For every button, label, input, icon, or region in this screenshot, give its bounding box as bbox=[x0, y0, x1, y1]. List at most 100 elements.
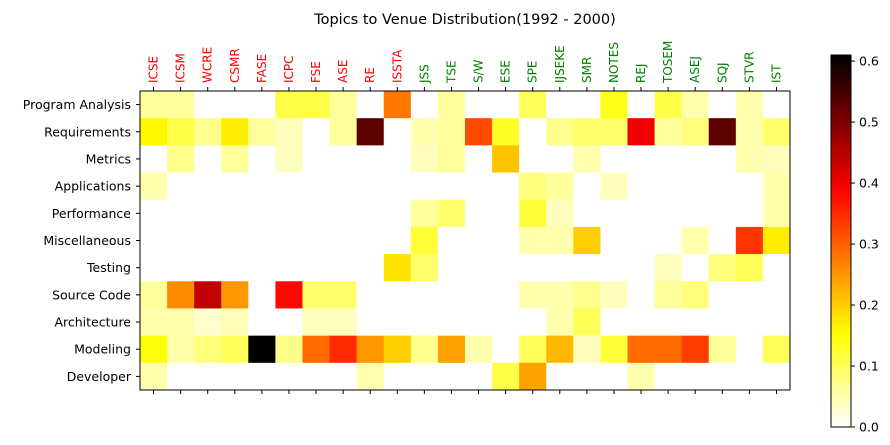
heatmap-cell bbox=[573, 91, 601, 119]
heatmap-cell bbox=[248, 281, 276, 309]
heatmap-cell bbox=[465, 335, 493, 364]
heatmap-cell bbox=[194, 335, 222, 364]
heatmap-cell bbox=[221, 308, 249, 336]
row-label: Miscellaneous bbox=[43, 233, 131, 248]
heatmap-cell bbox=[681, 254, 710, 282]
heatmap-cell bbox=[762, 281, 791, 309]
heatmap-cell bbox=[410, 254, 439, 282]
heatmap-cell bbox=[600, 281, 628, 309]
heatmap-cell bbox=[735, 199, 764, 228]
row-label: Performance bbox=[52, 206, 132, 221]
heatmap-cell bbox=[356, 118, 385, 146]
heatmap-cell bbox=[194, 254, 222, 282]
column-label: ISSTA bbox=[390, 49, 404, 83]
heatmap-cell bbox=[708, 91, 737, 119]
heatmap-cell bbox=[654, 226, 682, 255]
heatmap-cell bbox=[492, 118, 520, 146]
heatmap-cell bbox=[140, 254, 168, 282]
heatmap-cell bbox=[410, 145, 439, 173]
heatmap-cell bbox=[681, 118, 710, 146]
heatmap-cell bbox=[329, 145, 357, 173]
heatmap-cell bbox=[573, 254, 601, 282]
heatmap-cell bbox=[465, 199, 493, 228]
heatmap-cell bbox=[194, 172, 222, 201]
heatmap-cell bbox=[275, 281, 303, 309]
heatmap-cell bbox=[546, 281, 574, 309]
chart-title: Topics to Venue Distribution(1992 - 2000… bbox=[313, 12, 616, 28]
heatmap-cell bbox=[437, 335, 466, 364]
heatmap-cell bbox=[708, 226, 737, 255]
row-labels: Program Analysis Requirements Metrics Appli… bbox=[23, 97, 132, 384]
column-label: CSMR bbox=[228, 48, 242, 83]
heatmap-cell bbox=[329, 281, 357, 309]
heatmap-cell bbox=[248, 308, 276, 336]
heatmap-cell bbox=[437, 226, 466, 255]
heatmap-cell bbox=[573, 308, 601, 336]
heatmap-cell bbox=[383, 226, 412, 255]
heatmap-cell bbox=[221, 145, 249, 173]
heatmap-cell bbox=[735, 281, 764, 309]
heatmap-cell bbox=[681, 91, 710, 119]
heatmap-cell bbox=[167, 172, 195, 201]
heatmap-cell bbox=[573, 226, 601, 255]
heatmap-cell bbox=[410, 281, 439, 309]
heatmap-cell bbox=[437, 172, 466, 201]
heatmap-cell bbox=[248, 145, 276, 173]
heatmap-cell bbox=[194, 362, 222, 391]
heatmap-cell bbox=[275, 199, 303, 228]
heatmap-cell bbox=[437, 199, 466, 228]
heatmap-cell bbox=[708, 172, 737, 201]
column-label: SQJ bbox=[715, 62, 729, 83]
heatmap-cell bbox=[546, 362, 574, 391]
row-label: Program Analysis bbox=[23, 97, 131, 112]
heatmap-cell bbox=[573, 118, 601, 146]
heatmap-cell bbox=[140, 199, 168, 228]
heatmap-cell bbox=[492, 308, 520, 336]
heatmap-cell bbox=[437, 254, 466, 282]
heatmap-cell bbox=[735, 254, 764, 282]
heatmap-cell bbox=[140, 362, 168, 391]
heatmap-cell bbox=[140, 145, 168, 173]
column-label: ICPC bbox=[282, 55, 296, 83]
heatmap-cell bbox=[356, 308, 385, 336]
heatmap-cell bbox=[167, 199, 195, 228]
heatmap-cell bbox=[437, 118, 466, 146]
heatmap-cell bbox=[329, 335, 357, 364]
heatmap-cell bbox=[654, 335, 682, 364]
heatmap-cell bbox=[167, 254, 195, 282]
heatmap-cell bbox=[573, 362, 601, 391]
heatmap-cell bbox=[167, 281, 195, 309]
heatmap-cell bbox=[302, 362, 330, 391]
heatmap-cells bbox=[140, 91, 791, 391]
heatmap-cell bbox=[410, 335, 439, 364]
heatmap-cell bbox=[546, 91, 574, 119]
heatmap-cell bbox=[221, 172, 249, 201]
colorbar-tick-label: 0.3 bbox=[859, 237, 879, 252]
heatmap-cell bbox=[194, 308, 222, 336]
heatmap-cell bbox=[302, 145, 330, 173]
heatmap-cell bbox=[492, 145, 520, 173]
heatmap-cell bbox=[762, 226, 791, 255]
heatmap-cell bbox=[329, 362, 357, 391]
heatmap-cell bbox=[708, 199, 737, 228]
heatmap-cell bbox=[275, 145, 303, 173]
heatmap-cell bbox=[167, 308, 195, 336]
heatmap-cell bbox=[167, 335, 195, 364]
heatmap-cell bbox=[735, 172, 764, 201]
heatmap-cell bbox=[735, 226, 764, 255]
heatmap-cell bbox=[627, 308, 655, 336]
heatmap-cell bbox=[654, 362, 682, 391]
heatmap-cell bbox=[627, 254, 655, 282]
heatmap-cell bbox=[600, 335, 628, 364]
row-label: Developer bbox=[67, 369, 132, 384]
heatmap-cell bbox=[681, 308, 710, 336]
heatmap-cell bbox=[600, 91, 628, 119]
heatmap-cell bbox=[519, 199, 547, 228]
heatmap-cell bbox=[735, 335, 764, 364]
heatmap-cell bbox=[762, 335, 791, 364]
heatmap-cell bbox=[248, 362, 276, 391]
heatmap-cell bbox=[383, 335, 412, 364]
row-label: Architecture bbox=[54, 315, 131, 330]
heatmap-cell bbox=[275, 226, 303, 255]
heatmap-cell bbox=[329, 254, 357, 282]
